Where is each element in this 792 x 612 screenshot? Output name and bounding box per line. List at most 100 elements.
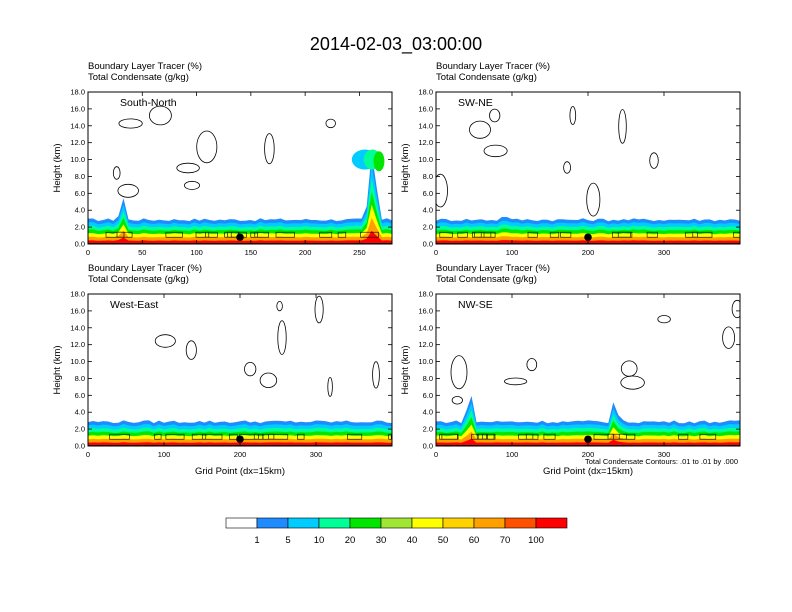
condensate-contour — [277, 320, 287, 355]
y-tick-label: 18.0 — [418, 290, 433, 299]
condensate-contour — [620, 360, 638, 377]
y-tick-label: 8.0 — [423, 374, 433, 383]
colorbar-swatch — [256, 517, 289, 529]
y-tick-label: 18.0 — [418, 88, 433, 97]
colorbar-swatch — [411, 517, 444, 529]
y-tick-label: 2.0 — [423, 425, 433, 434]
condensate-contour — [649, 152, 659, 169]
panel-subtitle-tracer: Boundary Layer Tracer (%) — [436, 61, 550, 72]
condensate-contour-low — [337, 231, 347, 238]
y-tick-label: 4.0 — [75, 408, 85, 417]
condensate-contour-low — [560, 231, 572, 238]
condensate-contour-low — [346, 433, 363, 440]
y-axis-title: Height (km) — [52, 345, 63, 394]
colorbar-label: 50 — [438, 535, 449, 546]
x-tick-label: 50 — [138, 248, 146, 257]
condensate-contour-low — [699, 433, 717, 440]
y-tick-label: 14.0 — [418, 121, 433, 130]
condensate-contour — [183, 180, 200, 190]
condensate-contour — [259, 372, 278, 389]
condensate-contour-low — [250, 231, 258, 238]
condensate-contour-low — [275, 231, 295, 238]
condensate-contour — [196, 130, 218, 164]
y-tick-label: 0.0 — [75, 442, 85, 451]
colorbar-label: 20 — [345, 535, 356, 546]
panel-nw-se: Boundary Layer Tracer (%)Total Condensat… — [400, 263, 741, 477]
colorbar-label: 30 — [376, 535, 387, 546]
x-tick-label: 100 — [158, 450, 171, 459]
condensate-contour — [185, 340, 197, 360]
condensate-contour-low — [646, 231, 658, 238]
colorbar-swatch — [442, 517, 475, 529]
condensate-contour — [563, 161, 571, 174]
condensate-contour-low — [297, 433, 305, 440]
figure-title: 2014-02-03_03:00:00 — [310, 34, 482, 55]
condensate-contour-low — [154, 433, 162, 440]
condensate-contour-low — [527, 231, 538, 238]
condensate-contour-low — [105, 231, 125, 238]
condensate-contour-low — [518, 433, 539, 440]
y-tick-label: 4.0 — [423, 206, 433, 215]
y-tick-label: 2.0 — [423, 223, 433, 232]
condensate-contour — [112, 166, 121, 180]
panel-subtitle-condensate: Total Condensate (g/kg) — [436, 72, 537, 83]
y-tick-label: 0.0 — [423, 442, 433, 451]
panel-content — [436, 299, 740, 446]
y-tick-label: 2.0 — [75, 223, 85, 232]
panel-subtitle-condensate: Total Condensate (g/kg) — [88, 72, 189, 83]
colorbar-swatch — [349, 517, 382, 529]
y-axis-title: Height (km) — [52, 143, 63, 192]
condensate-contour-low — [611, 231, 631, 238]
colorbar-swatch — [380, 517, 413, 529]
y-tick-label: 6.0 — [423, 189, 433, 198]
condensate-contour — [722, 326, 735, 349]
condensate-contour-low — [733, 231, 740, 238]
x-tick-label: 300 — [310, 450, 323, 459]
y-tick-label: 8.0 — [75, 374, 85, 383]
condensate-contour — [436, 173, 448, 208]
panel-subtitle-condensate: Total Condensate (g/kg) — [436, 274, 537, 285]
condensate-contour-low — [388, 433, 392, 440]
tracer-patch — [373, 151, 385, 172]
condensate-contour — [372, 361, 380, 389]
condensate-contour — [264, 133, 275, 165]
condensate-contour — [620, 375, 645, 390]
y-tick-label: 8.0 — [75, 172, 85, 181]
condensate-contour — [244, 361, 257, 377]
panel-content — [88, 105, 392, 244]
condensate-contour — [526, 358, 538, 372]
y-tick-label: 14.0 — [418, 323, 433, 332]
y-tick-label: 16.0 — [418, 104, 433, 113]
panel-sw-ne: Boundary Layer Tracer (%)Total Condensat… — [400, 61, 741, 257]
y-tick-label: 6.0 — [75, 189, 85, 198]
condensate-contour — [154, 334, 176, 348]
condensate-contour — [483, 144, 508, 158]
panel-label: SW-NE — [458, 97, 493, 109]
condensate-contour — [618, 109, 627, 144]
colorbar-label: 60 — [469, 535, 480, 546]
y-axis-title: Height (km) — [400, 143, 411, 192]
location-marker — [584, 233, 592, 242]
condensate-contour-low — [165, 433, 185, 440]
condensate-contour — [731, 299, 740, 319]
y-tick-label: 10.0 — [70, 357, 85, 366]
colorbar-swatch — [318, 517, 351, 529]
y-tick-label: 6.0 — [423, 391, 433, 400]
panel-label: West-East — [110, 299, 158, 311]
condensate-contour-low — [471, 433, 487, 440]
condensate-contour — [489, 108, 501, 123]
condensate-contour-low — [439, 231, 453, 238]
condensate-contour — [118, 118, 143, 129]
y-tick-label: 8.0 — [423, 172, 433, 181]
x-tick-label: 0 — [434, 248, 438, 257]
condensate-contour-low — [109, 433, 130, 440]
tracer-band — [88, 165, 392, 244]
panel-south-north: Boundary Layer Tracer (%)Total Condensat… — [52, 61, 393, 257]
condensate-contour-low — [254, 231, 270, 238]
x-tick-label: 300 — [658, 248, 671, 257]
panel-frame — [87, 91, 393, 245]
y-tick-label: 18.0 — [70, 290, 85, 299]
tracer-band — [88, 230, 392, 244]
x-tick-label: 0 — [86, 248, 90, 257]
y-tick-label: 2.0 — [75, 425, 85, 434]
